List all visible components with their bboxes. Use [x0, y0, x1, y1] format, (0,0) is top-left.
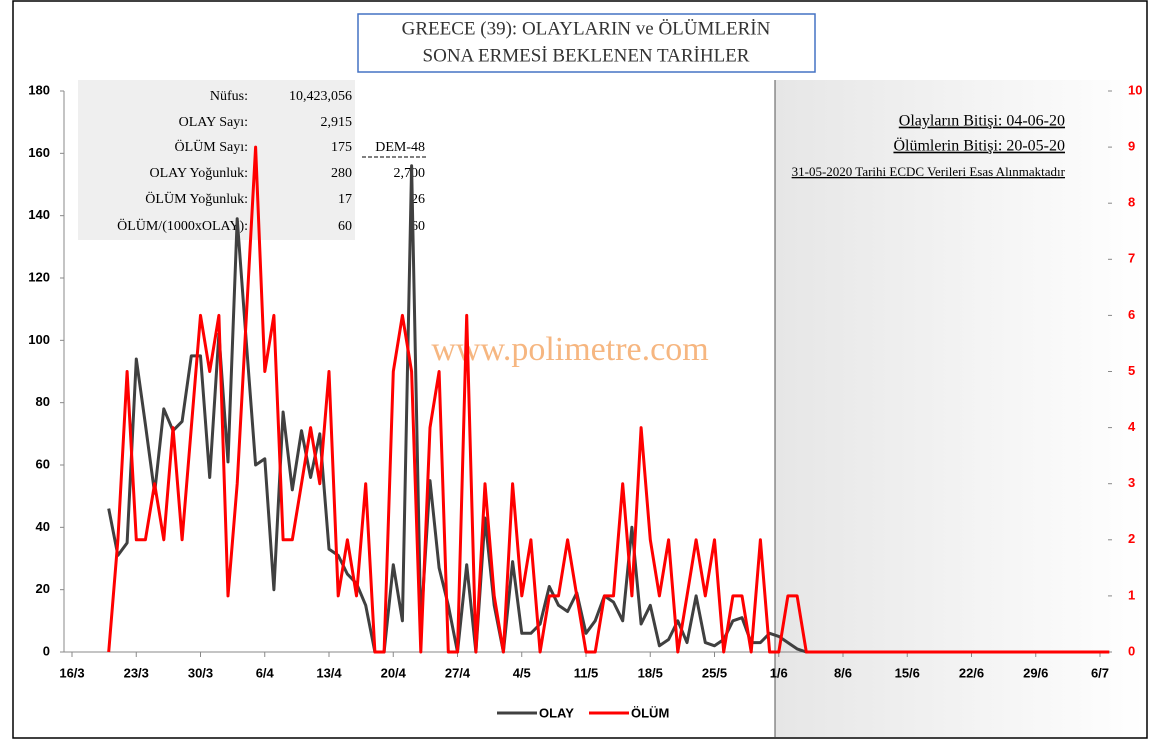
y2-tick-label: 5	[1128, 363, 1135, 378]
x-tick-label: 15/6	[895, 665, 920, 680]
x-tick-label: 25/5	[702, 665, 727, 680]
annotation: Ölümlerin Bitişi: 20-05-20	[893, 137, 1065, 155]
info-label: ÖLÜM Sayı:	[175, 138, 249, 155]
info-label: OLAY Sayı:	[179, 115, 248, 130]
info-value: 2,915	[321, 115, 353, 130]
x-tick-label: 4/5	[513, 665, 531, 680]
y-tick-label: 120	[28, 269, 50, 284]
title-box	[357, 13, 816, 73]
forecast-shade	[775, 80, 1146, 737]
info-value: 10,423,056	[289, 89, 352, 104]
y2-tick-label: 6	[1128, 307, 1135, 322]
x-tick-label: 29/6	[1023, 665, 1048, 680]
chart-title: GREECE (39): OLAYLARIN ve ÖLÜMLERİN	[402, 18, 771, 39]
y-tick-label: 100	[28, 332, 50, 347]
info-label: ÖLÜM Yoğunluk:	[145, 190, 248, 207]
y2-tick-label: 2	[1128, 531, 1135, 546]
info-box	[78, 80, 355, 240]
info-value: 17	[338, 192, 352, 207]
y-tick-label: 80	[36, 394, 50, 409]
y2-tick-label: 1	[1128, 587, 1135, 602]
y2-tick-label: 3	[1128, 475, 1135, 490]
info-value: 26	[411, 192, 425, 207]
legend-label: ÖLÜM	[631, 705, 669, 720]
y2-tick-label: 4	[1128, 419, 1136, 434]
y-tick-label: 180	[28, 82, 50, 97]
info-value: DEM-48	[375, 140, 425, 155]
y-tick-label: 20	[36, 581, 50, 596]
x-tick-label: 22/6	[959, 665, 984, 680]
watermark: www.polimetre.com	[431, 331, 708, 368]
legend-label: OLAY	[539, 705, 574, 720]
y-tick-label: 40	[36, 519, 50, 534]
annotation: 31-05-2020 Tarihi ECDC Verileri Esas Alı…	[792, 164, 1066, 179]
x-tick-label: 6/7	[1091, 665, 1109, 680]
y2-tick-label: 10	[1128, 82, 1142, 97]
y2-tick-label: 7	[1128, 251, 1135, 266]
y-tick-label: 60	[36, 456, 50, 471]
series-line	[107, 145, 1110, 654]
info-value: 60	[411, 219, 425, 234]
y2-tick-label: 0	[1128, 643, 1135, 658]
info-label: Nüfus:	[210, 89, 248, 104]
info-value: 175	[331, 140, 352, 155]
info-value: 60	[338, 219, 352, 234]
x-tick-label: 1/6	[770, 665, 788, 680]
chart-title: SONA ERMESİ BEKLENEN TARİHLER	[423, 45, 750, 66]
x-tick-label: 8/6	[834, 665, 852, 680]
y2-tick-label: 9	[1128, 139, 1135, 154]
x-tick-label: 18/5	[638, 665, 663, 680]
x-tick-label: 27/4	[445, 665, 471, 680]
y-tick-label: 160	[28, 145, 50, 160]
x-tick-label: 23/3	[124, 665, 149, 680]
x-tick-label: 16/3	[59, 665, 84, 680]
y-tick-label: 140	[28, 207, 50, 222]
y2-tick-label: 8	[1128, 195, 1135, 210]
x-tick-label: 20/4	[381, 665, 407, 680]
x-tick-label: 6/4	[256, 665, 275, 680]
info-label: OLAY Yoğunluk:	[149, 166, 248, 181]
annotation: Olayların Bitişi: 04-06-20	[899, 113, 1065, 130]
info-value: 2,700	[394, 166, 426, 181]
info-value: 280	[331, 166, 352, 181]
x-tick-label: 11/5	[574, 665, 599, 680]
info-label: ÖLÜM/(1000xOLAY):	[117, 217, 248, 234]
y-tick-label: 0	[43, 643, 50, 658]
x-tick-label: 30/3	[188, 665, 213, 680]
x-tick-label: 13/4	[316, 665, 342, 680]
